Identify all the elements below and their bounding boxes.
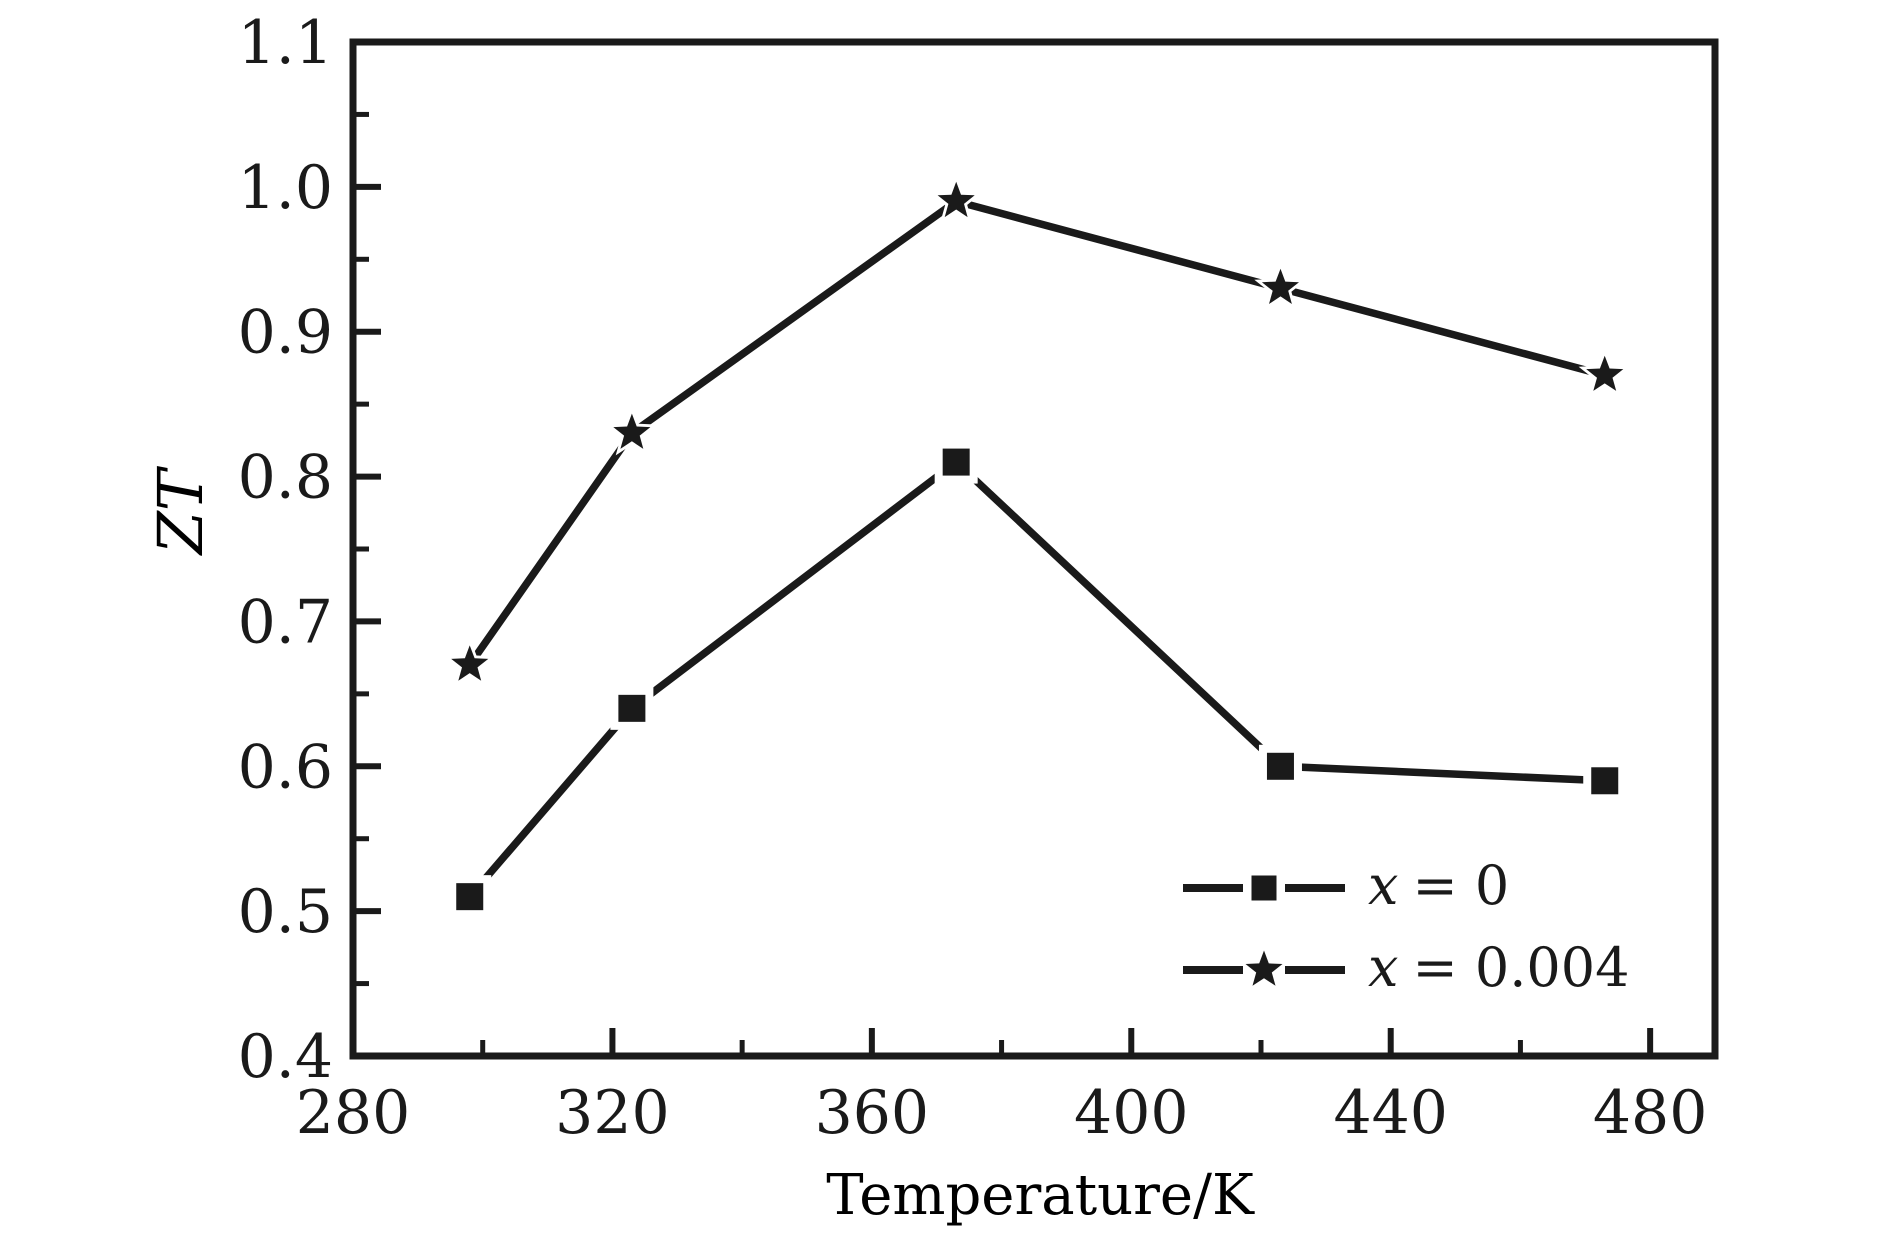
y-axis-tick-label: 0.6 [238, 732, 333, 802]
legend-star-marker [1245, 950, 1283, 986]
legend-label: x = 0.004 [1368, 936, 1629, 999]
y-axis-tick-label: 0.9 [238, 298, 333, 368]
legend-item: x = 0.004 [1183, 936, 1629, 999]
y-axis-tick-label: 0.8 [238, 443, 333, 513]
square-marker [1266, 752, 1294, 780]
x-axis-title: Temperature/K [826, 1163, 1255, 1228]
legend-square-marker [1251, 875, 1277, 901]
y-axis-tick-label: 0.7 [238, 587, 333, 657]
y-axis-tick-label: 0.4 [238, 1022, 333, 1092]
square-marker [942, 448, 970, 476]
x-axis-tick-label: 440 [1333, 1078, 1448, 1148]
x-axis-tick-label: 480 [1593, 1078, 1708, 1148]
y-axis-tick-label: 1.1 [238, 8, 333, 78]
star-marker [613, 413, 651, 449]
plot-frame [349, 38, 1719, 1060]
legend: x = 0 x = 0.004 [1183, 854, 1629, 999]
square-marker [456, 883, 484, 911]
square-marker [1591, 767, 1619, 795]
x-axis-tick-label: 320 [555, 1078, 670, 1148]
x-axis-tick-label: 360 [815, 1078, 930, 1148]
series-0-line [466, 457, 1605, 900]
square-marker [618, 694, 646, 722]
star-marker [451, 645, 489, 681]
axes: 280 320 360 400 440 480 0.4 0.5 0.6 0.7 0.8 0.9 1.0 1… [238, 8, 1719, 1148]
series-layer [443, 173, 1631, 919]
star-marker [937, 181, 975, 218]
x-axis-tick-label: 400 [1074, 1078, 1189, 1148]
y-axis-tick-label: 1.0 [238, 153, 333, 223]
y-axis-title: ZT [144, 465, 217, 556]
star-marker [1586, 355, 1624, 391]
legend-item: x = 0 [1183, 854, 1509, 917]
x-axis-tick-label: 280 [296, 1078, 411, 1148]
legend-label: x = 0 [1368, 854, 1509, 917]
y-axis-tick-label: 0.5 [238, 877, 333, 947]
star-marker [1261, 268, 1299, 304]
